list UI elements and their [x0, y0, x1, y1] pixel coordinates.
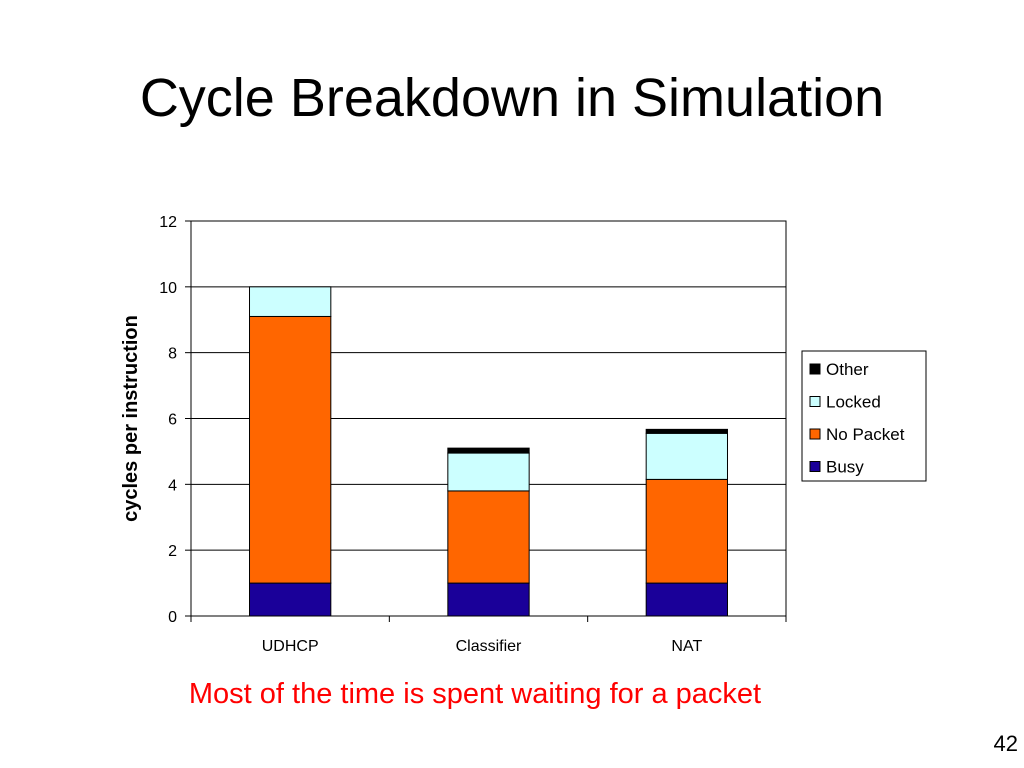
x-tick-label: NAT	[671, 638, 702, 655]
bar-segment-locked	[249, 286, 332, 317]
legend-label-other: Other	[826, 360, 869, 379]
bar-segment-locked	[645, 432, 728, 480]
y-tick-label: 10	[159, 280, 177, 297]
legend-swatch-other	[809, 363, 821, 375]
bar-segment-busy	[447, 582, 530, 617]
bars	[249, 286, 728, 617]
bar-segment-busy	[249, 582, 332, 617]
x-tick-label: Classifier	[456, 638, 522, 655]
bar-segment-other	[447, 447, 530, 454]
y-tick-label: 6	[168, 412, 177, 429]
legend: Other Locked No Packet Busy	[801, 350, 927, 482]
y-tick-label: 12	[159, 214, 177, 231]
y-tick-label: 0	[168, 609, 177, 626]
bar-segment-busy	[645, 582, 728, 617]
legend-swatch-locked	[809, 396, 821, 407]
slide-caption: Most of the time is spent waiting for a …	[188, 678, 762, 710]
legend-swatch-busy	[809, 461, 821, 472]
y-tick-label: 4	[168, 477, 177, 494]
bar-segment-no-packet	[645, 478, 728, 584]
legend-label-busy: Busy	[826, 458, 864, 477]
y-axis-title: cycles per instruction	[120, 315, 142, 522]
x-tick-label: UDHCP	[262, 638, 319, 655]
bar-segment-other	[645, 428, 728, 434]
legend-swatch-no-packet	[809, 428, 821, 440]
y-tick-label: 8	[168, 346, 177, 363]
y-tick-label: 2	[168, 543, 177, 560]
legend-label-locked: Locked	[826, 393, 881, 412]
bar-segment-no-packet	[249, 315, 332, 584]
bar-segment-locked	[447, 452, 530, 492]
page-number: 42	[993, 731, 1018, 756]
axes: 0 2 4 6 8 10 12 UDHCP Classifier NAT cycles per in…	[120, 214, 787, 655]
slide-title: Cycle Breakdown in Simulation	[139, 68, 885, 128]
bar-segment-no-packet	[447, 490, 530, 584]
legend-box	[801, 350, 927, 482]
legend-label-no-packet: No Packet	[826, 425, 905, 444]
